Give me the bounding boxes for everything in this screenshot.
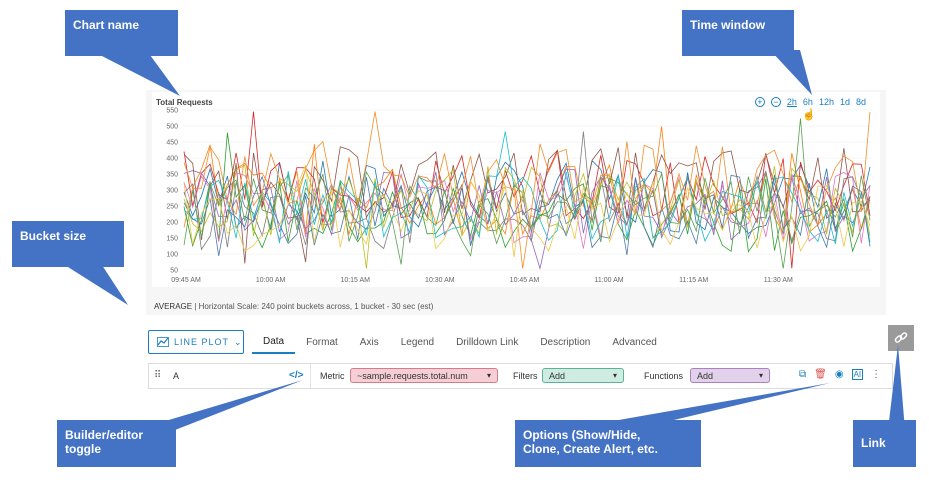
tab-data[interactable]: Data	[252, 330, 296, 354]
time-window-pointer	[770, 50, 812, 95]
x-tick-label: 11:15 AM	[679, 277, 708, 284]
callout-link: Link	[853, 420, 916, 467]
y-tick-label: 350	[166, 172, 178, 179]
query-row: ⠿ A </> Metric ~sample.requests.total.nu…	[148, 363, 893, 389]
x-tick-label: 10:15 AM	[340, 277, 370, 284]
zoom-out-icon[interactable]: −	[770, 97, 781, 107]
tab-drilldown-link[interactable]: Drilldown Link	[456, 336, 519, 348]
filters-label: Filters	[513, 371, 538, 381]
series-line	[183, 164, 871, 258]
x-tick-label: 10:45 AM	[510, 277, 540, 284]
y-tick-label: 400	[166, 156, 178, 163]
y-tick-label: 450	[166, 140, 178, 147]
functions-label: Functions	[644, 371, 684, 381]
query-options: ⧉ 🗑 ◉ AI ⋮	[799, 369, 881, 380]
series-line	[183, 131, 871, 244]
bucket-scale-text: Horizontal Scale: 240 point buckets acro…	[198, 302, 434, 311]
zoom-in-icon[interactable]: +	[754, 97, 765, 107]
callout-text: Time window	[690, 18, 766, 32]
callout-bucket-size: Bucket size	[12, 221, 124, 267]
time-window-6h[interactable]: 6h	[802, 97, 813, 107]
x-tick-label: 10:30 AM	[425, 277, 455, 284]
tab-description[interactable]: Description	[540, 336, 591, 348]
footer-divider: |	[194, 302, 199, 311]
show-hide-icon[interactable]: ◉	[834, 369, 844, 380]
bucket-size-pointer	[60, 262, 128, 305]
functions-value: Add	[697, 370, 714, 381]
chevron-down-icon: ▾	[758, 371, 763, 380]
y-tick-label: 100	[166, 252, 178, 259]
x-tick-label: 10:00 AM	[256, 277, 286, 284]
y-tick-label: 250	[166, 204, 178, 211]
callout-options: Options (Show/Hide, Clone, Create Alert,…	[515, 420, 701, 467]
time-window-controls: + − 2h 6h 12h 1d 8d	[754, 97, 866, 107]
line-plot: 550 500 450 400 350 300 250 200 150 100 50 09:45 AM…	[166, 108, 872, 284]
builder-editor-toggle[interactable]: </>	[289, 370, 304, 381]
chart-title: Total Requests	[156, 98, 213, 107]
series-line	[183, 174, 871, 256]
aggregation-label: AVERAGE	[154, 302, 193, 311]
plot-type-dropdown[interactable]: LINE PLOT ⌄	[148, 330, 244, 354]
x-tick-label: 09:45 AM	[171, 277, 201, 284]
filters-select[interactable]: Add ▾	[542, 368, 624, 383]
filters-value: Add	[549, 370, 566, 381]
chevron-down-icon: ▾	[612, 371, 617, 380]
y-tick-label: 550	[166, 108, 178, 115]
metric-label: Metric	[320, 371, 345, 381]
line-chart-icon	[157, 337, 169, 347]
callout-chart-name: Chart name	[65, 10, 178, 56]
more-options-icon[interactable]: ⋮	[871, 369, 882, 380]
time-window-8d[interactable]: 8d	[855, 97, 866, 107]
callout-text: toggle	[65, 442, 101, 456]
drag-handle-icon[interactable]: ⠿	[154, 370, 162, 381]
time-window-2h[interactable]: 2h	[786, 97, 797, 107]
link-button[interactable]	[888, 325, 914, 351]
query-name[interactable]: A	[173, 371, 180, 381]
chevron-down-icon: ▾	[486, 371, 491, 380]
series-line	[183, 111, 871, 269]
hand-cursor-icon: ☝	[802, 109, 816, 121]
y-tick-label: 500	[166, 124, 178, 131]
divider	[310, 364, 311, 388]
bucket-info: AVERAGE | Horizontal Scale: 240 point bu…	[154, 302, 433, 311]
x-tick-label: 11:00 AM	[595, 277, 624, 284]
tab-format[interactable]: Format	[306, 336, 338, 348]
y-tick-label: 50	[170, 268, 178, 275]
functions-select[interactable]: Add ▾	[690, 368, 770, 383]
link-icon	[894, 332, 908, 343]
tab-advanced[interactable]: Advanced	[612, 336, 657, 348]
series-line	[183, 111, 871, 269]
delete-icon[interactable]: 🗑	[814, 369, 827, 380]
clone-icon[interactable]: ⧉	[799, 369, 807, 380]
y-tick-label: 150	[166, 236, 178, 243]
ai-icon[interactable]: AI	[851, 369, 864, 380]
metric-select[interactable]: ~sample.requests.total.num ▾	[350, 368, 498, 383]
chevron-down-icon: ⌄	[234, 336, 243, 347]
tab-legend[interactable]: Legend	[400, 336, 435, 348]
chart-panel: Total Requests + − 2h 6h 12h 1d 8d ☝ 550…	[146, 90, 886, 315]
callout-text: Builder/editor	[65, 428, 144, 442]
callout-builder-toggle: Builder/editor toggle	[57, 420, 176, 467]
plot-type-label: LINE PLOT	[174, 337, 230, 347]
y-tick-label: 200	[166, 220, 178, 227]
callout-text: Clone, Create Alert, etc.	[523, 442, 658, 456]
callout-text: Link	[861, 436, 886, 450]
time-window-1d[interactable]: 1d	[839, 97, 850, 107]
y-tick-label: 300	[166, 188, 178, 195]
series-line	[183, 131, 871, 251]
tab-axis[interactable]: Axis	[359, 336, 379, 348]
callout-text: Bucket size	[20, 229, 87, 243]
callout-text: Options (Show/Hide,	[523, 428, 641, 442]
time-window-12h[interactable]: 12h	[818, 97, 834, 107]
callout-text: Chart name	[73, 18, 140, 32]
editor-tabs: Data Format Axis Legend Drilldown Link D…	[252, 330, 668, 354]
metric-value: ~sample.requests.total.num	[357, 370, 468, 381]
chart-area: Total Requests + − 2h 6h 12h 1d 8d ☝ 550…	[152, 92, 880, 311]
callout-time-window: Time window	[682, 10, 794, 56]
x-tick-label: 11:30 AM	[764, 277, 793, 284]
